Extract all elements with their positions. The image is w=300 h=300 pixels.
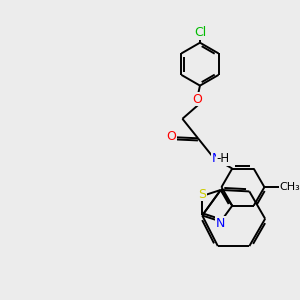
Text: Cl: Cl xyxy=(194,26,206,39)
Text: S: S xyxy=(198,188,206,200)
Text: O: O xyxy=(192,93,202,106)
Text: N: N xyxy=(212,152,221,165)
Text: O: O xyxy=(167,130,177,143)
Text: N: N xyxy=(216,217,225,230)
Text: -H: -H xyxy=(217,152,230,165)
Text: CH₃: CH₃ xyxy=(279,182,300,192)
